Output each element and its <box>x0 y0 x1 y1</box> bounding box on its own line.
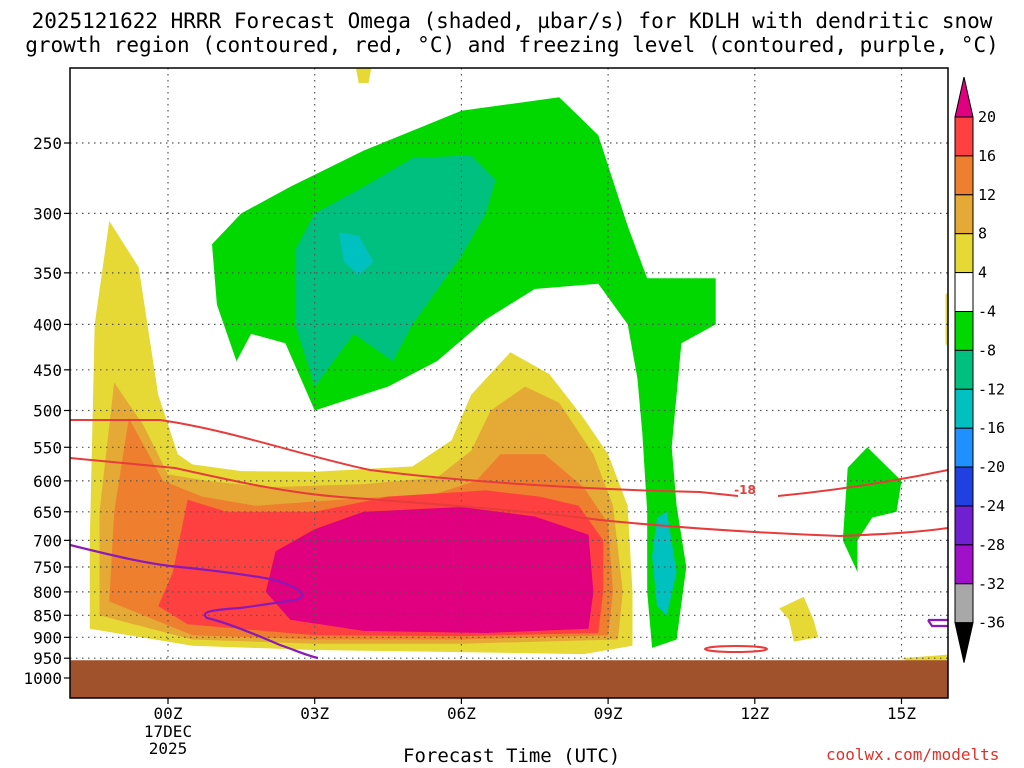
colorbar-swatch <box>954 466 974 507</box>
freezing-level-contour-right <box>927 618 948 628</box>
y-tick-label: 900 <box>33 628 62 647</box>
y-tick-label: 350 <box>33 264 62 283</box>
colorbar-swatch <box>954 233 974 274</box>
y-tick-label: 400 <box>33 315 62 334</box>
chart-title-line-1: 2025121622 HRRR Forecast Omega (shaded, … <box>31 9 993 33</box>
y-tick-label: 750 <box>33 558 62 577</box>
colorbar-swatch <box>954 194 974 235</box>
colorbar-swatch <box>954 311 974 351</box>
colorbar-swatch <box>954 272 974 313</box>
colorbar-label: -28 <box>978 536 1005 554</box>
colorbar-label: -4 <box>978 303 996 321</box>
x-tick-label: 15Z <box>887 704 916 723</box>
plot-frame <box>69 67 949 699</box>
colorbar-label: 4 <box>978 264 987 282</box>
y-tick-label: 300 <box>33 204 62 223</box>
y-tick-label: 800 <box>33 583 62 602</box>
colorbar-swatch <box>954 544 974 585</box>
y-tick-label: 600 <box>33 472 62 491</box>
x-axis-label: Forecast Time (UTC) <box>403 745 621 767</box>
y-tick-label: 850 <box>33 606 62 625</box>
colorbar-label: -36 <box>978 614 1005 632</box>
colorbar-label: -8 <box>978 341 996 359</box>
dgz-contour-small-loop <box>704 645 768 653</box>
y-tick-label: 650 <box>33 503 62 522</box>
colorbar-label: -24 <box>978 497 1005 515</box>
omega-band-4 <box>265 507 594 633</box>
colorbar-top-arrow <box>954 76 974 118</box>
colorbar-bottom-arrow <box>954 622 974 663</box>
y-tick-label: 500 <box>33 402 62 421</box>
colorbar-swatch <box>954 427 974 468</box>
credit-text: coolwx.com/modelts <box>826 745 1000 764</box>
colorbar-label: -12 <box>978 380 1005 398</box>
omega-band-6 <box>295 155 496 387</box>
y-tick-label: 250 <box>33 134 62 153</box>
contour-lines: -18 <box>70 419 948 660</box>
colorbar-label: -20 <box>978 458 1005 476</box>
y-tick-label: 1000 <box>23 669 62 688</box>
omega-blob-13z <box>779 596 819 642</box>
colorbar-label: 16 <box>978 147 996 165</box>
y-tick-label: 950 <box>33 649 62 668</box>
x-tick-label: 09Z <box>594 704 623 723</box>
x-tick-label: 00Z <box>154 704 183 723</box>
colorbar-swatch <box>954 505 974 546</box>
colorbar-label: 12 <box>978 186 996 204</box>
chart-title-line-2: growth region (contoured, red, °C) and f… <box>25 33 999 57</box>
omega-blob-10z <box>652 511 677 616</box>
colorbar-swatch <box>954 116 974 157</box>
dgz-contour-upper <box>70 419 739 497</box>
dgz-contour-label: -18 <box>734 483 756 497</box>
omega-shading <box>89 68 948 663</box>
dgz-contour-upper-right <box>777 469 948 497</box>
colorbar-swatch <box>954 349 974 390</box>
omega-blob-top <box>355 68 372 83</box>
ground <box>70 660 948 698</box>
colorbar-label: -16 <box>978 419 1005 437</box>
colorbar-swatch <box>954 583 974 624</box>
x-tick-label: 12Z <box>740 704 769 723</box>
freezing-level-contour <box>70 543 319 660</box>
colorbar-swatch <box>954 155 974 196</box>
y-tick-label: 450 <box>33 361 62 380</box>
colorbar-label: -32 <box>978 575 1005 593</box>
x-tick-label: 06Z <box>447 704 476 723</box>
y-tick-label: 550 <box>33 438 62 457</box>
colorbar-label: 8 <box>978 225 987 243</box>
colorbar: 20 16 12 8 4 -4 -8 -12 -16 -20 -24 -28 -32 -36 <box>954 76 1005 663</box>
x-tick-sublabel: 2025 <box>149 739 188 758</box>
omega-band-7 <box>339 232 374 276</box>
dgz-contour-lower <box>70 457 948 538</box>
x-tick-label: 03Z <box>300 704 329 723</box>
y-tick-label: 700 <box>33 531 62 550</box>
colorbar-swatch <box>954 388 974 429</box>
colorbar-label: 20 <box>978 108 996 126</box>
x-tick-sublabel: 17DEC <box>144 722 192 741</box>
